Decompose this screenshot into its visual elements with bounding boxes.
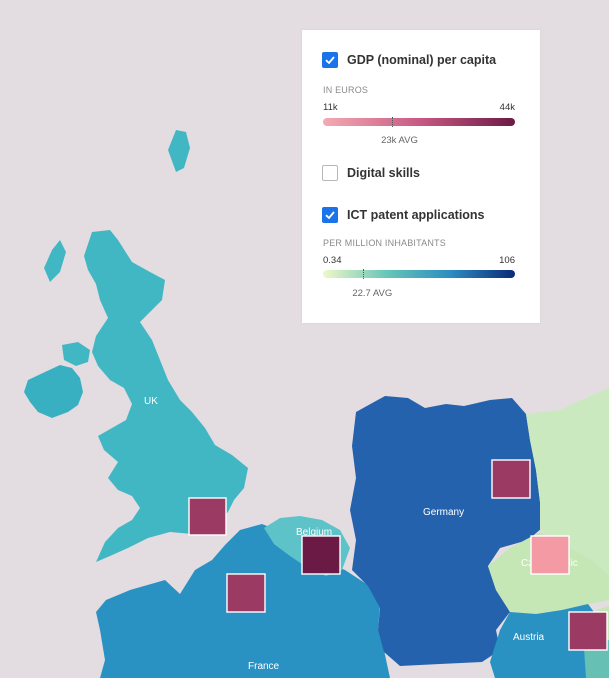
gdp-label: GDP (nominal) per capita	[347, 53, 497, 67]
gdp-unit: IN EUROS	[323, 85, 369, 95]
gdp-max: 44k	[499, 102, 515, 113]
label-belgium: Belgium	[296, 527, 332, 538]
country-poland[interactable]	[526, 388, 609, 578]
label-france: France	[248, 661, 280, 672]
ict-color-scale	[323, 270, 515, 278]
check-icon	[325, 211, 335, 220]
gdp-square-uk[interactable]	[188, 497, 227, 536]
gdp-checkbox[interactable]	[322, 52, 338, 68]
gdp-square-czech-republic[interactable]	[530, 535, 570, 575]
gdp-avg-label: 23k AVG	[381, 135, 418, 146]
label-czech-prefix: Cz	[521, 558, 533, 569]
digital-label: Digital skills	[347, 166, 420, 180]
region-northern-ireland[interactable]	[62, 342, 90, 366]
gdp-square-austria[interactable]	[568, 611, 608, 651]
ict-label: ICT patent applications	[347, 208, 485, 222]
ict-toggle-row[interactable]: ICT patent applications	[322, 207, 485, 223]
map-legend: GDP (nominal) per capita IN EUROS 11k 44…	[302, 30, 540, 323]
islands-hebrides	[44, 240, 66, 282]
gdp-min: 11k	[323, 102, 338, 113]
digital-toggle-row[interactable]: Digital skills	[322, 165, 420, 181]
label-uk: UK	[144, 396, 158, 407]
digital-checkbox[interactable]	[322, 165, 338, 181]
ict-unit: PER MILLION INHABITANTS	[323, 238, 446, 248]
ict-avg-marker	[363, 269, 365, 279]
country-ireland[interactable]	[24, 365, 83, 418]
ict-min: 0.34	[323, 255, 342, 266]
label-germany: Germany	[423, 507, 464, 518]
gdp-color-scale	[323, 118, 515, 126]
label-austria: Austria	[513, 632, 545, 643]
gdp-square-france[interactable]	[226, 573, 266, 613]
gdp-toggle-row[interactable]: GDP (nominal) per capita	[322, 52, 496, 68]
check-icon	[325, 56, 335, 65]
islands-shetland	[168, 130, 190, 172]
gdp-avg-marker	[392, 117, 394, 127]
gdp-square-germany[interactable]	[491, 459, 531, 499]
ict-avg-label: 22.7 AVG	[352, 288, 393, 299]
ict-max: 106	[499, 255, 515, 266]
ict-checkbox[interactable]	[322, 207, 338, 223]
gdp-square-belgium[interactable]	[301, 535, 341, 575]
country-uk[interactable]	[84, 230, 248, 562]
